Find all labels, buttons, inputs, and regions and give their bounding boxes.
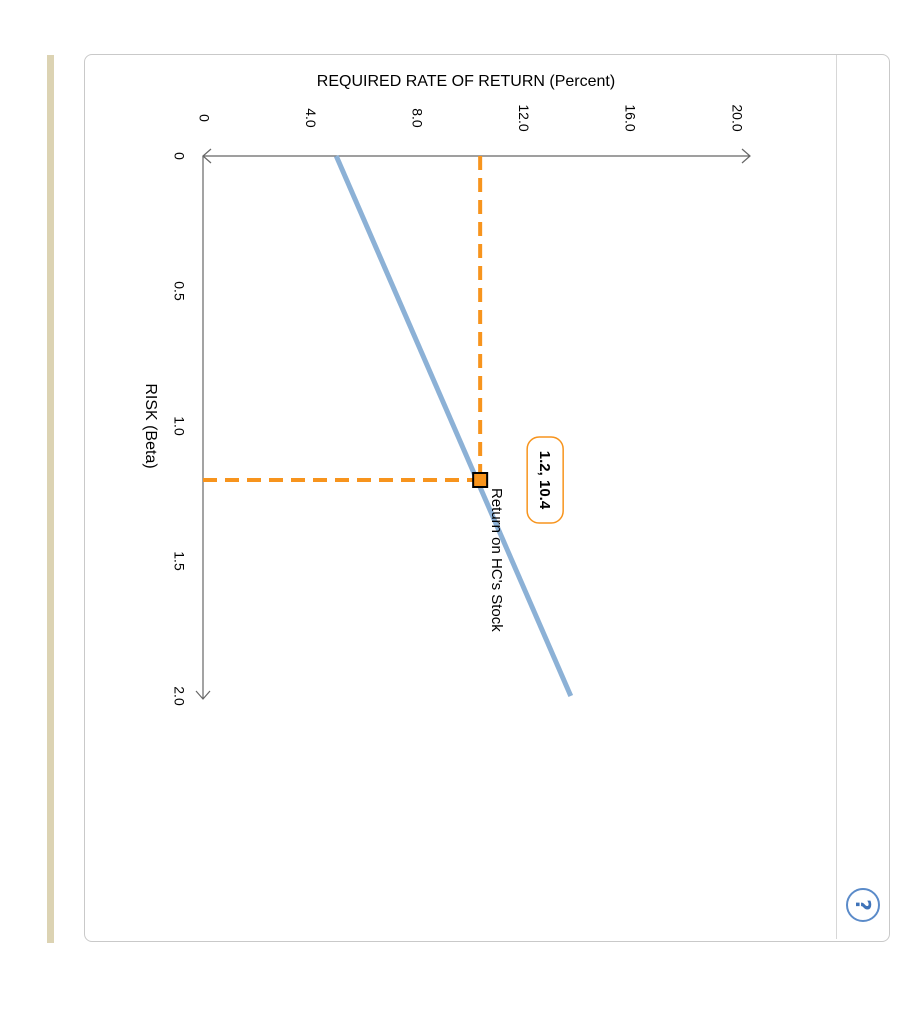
y-tick-label: 16.0 <box>623 104 639 131</box>
chart-axes <box>195 148 751 700</box>
x-tick-label: 1.5 <box>171 551 187 571</box>
y-axis-arrow <box>741 148 751 164</box>
help-icon: ? <box>851 899 875 911</box>
point-value-box <box>526 436 564 524</box>
x-axis-arrow <box>195 690 211 700</box>
sml-line <box>333 155 574 697</box>
y-tick-label: 8.0 <box>409 108 425 128</box>
x-tick-label: 2.0 <box>171 686 187 706</box>
help-button[interactable]: ? <box>846 888 880 922</box>
x-axis-title: RISK (Beta) <box>142 383 159 468</box>
point-value-label: 1.2, 10.4 <box>526 436 564 524</box>
left-accent-bar <box>47 55 54 943</box>
point-annotation: Return on HC's Stock <box>488 488 505 632</box>
hc-stock-point <box>472 472 489 488</box>
x-tick-label: 0.5 <box>171 281 187 301</box>
chart-labels: 0 4.0 8.0 12.0 16.0 20.0 0 0.5 1.0 1.5 2.0 REQUIRED… <box>142 73 746 706</box>
x-tick-label: 0 <box>171 152 187 160</box>
x-tick-label: 1.0 <box>171 416 187 436</box>
y-tick-label: 20.0 <box>729 104 745 131</box>
chart-series <box>203 155 574 697</box>
y-tick-label: 0 <box>196 114 212 122</box>
y-axis-title: REQUIRED RATE OF RETURN (Percent) <box>317 73 615 90</box>
point-value-text: 1.2, 10.4 <box>536 451 553 510</box>
y-tick-label: 4.0 <box>303 108 319 128</box>
panel-divider <box>836 55 837 939</box>
y-tick-label: 12.0 <box>516 104 532 131</box>
